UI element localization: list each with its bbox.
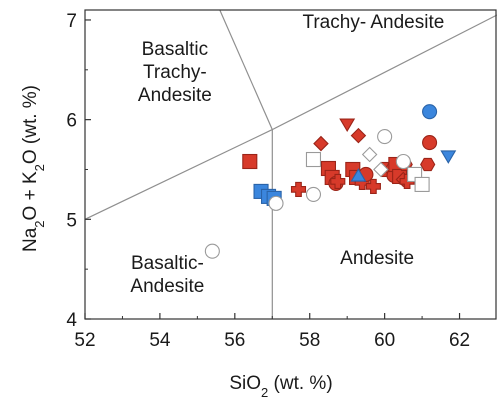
- field-label-line: Basaltic-: [131, 253, 204, 274]
- field-label-line: Andesite: [138, 85, 212, 106]
- y-tick-label: 6: [66, 111, 77, 132]
- data-point-triangle-up: [350, 168, 367, 182]
- data-point-circle: [268, 195, 284, 211]
- x-tick-label: 56: [224, 330, 245, 351]
- y-axis-title-a-sub: 2: [32, 220, 47, 227]
- field-label-line: Basaltic: [142, 39, 209, 60]
- data-point-hexagon: [420, 157, 436, 172]
- y-axis-title-a: Na: [20, 227, 41, 252]
- data-point-diamond: [350, 127, 367, 144]
- plot-frame: [84, 9, 497, 320]
- y-axis-title: Na2O + K2O (wt. %): [20, 85, 47, 252]
- data-point-circle: [422, 104, 438, 120]
- field-label-line: Trachy-: [143, 62, 207, 83]
- field-label-line: Andesite: [130, 276, 204, 297]
- data-point-circle: [204, 243, 220, 259]
- data-point-diamond: [313, 135, 329, 152]
- x-axis-title-sub: 2: [261, 385, 268, 400]
- data-point-cross: [330, 173, 346, 189]
- data-point-triangle-down: [339, 118, 356, 133]
- y-tick-label: 5: [66, 210, 77, 231]
- x-tick-label: 62: [449, 330, 470, 351]
- data-point-square: [414, 176, 430, 192]
- field-label: Andesite: [340, 248, 414, 269]
- x-tick-label: 60: [374, 330, 395, 351]
- data-point-cross: [290, 181, 307, 197]
- data-point-square: [305, 151, 322, 168]
- data-point-cross: [365, 178, 381, 194]
- series-2: [204, 129, 430, 259]
- x-tick-label: 54: [149, 330, 171, 351]
- data-points: [204, 104, 457, 259]
- field-label-line: Andesite: [340, 248, 414, 269]
- field-boundaries: [85, 10, 497, 319]
- data-point-triangle-down: [440, 150, 457, 164]
- x-axis-title-main: SiO: [229, 373, 261, 394]
- data-point-circle: [377, 129, 393, 145]
- x-axis-title: SiO2 (wt. %): [229, 373, 332, 400]
- y-axis-title-b-sub: 2: [32, 164, 47, 171]
- data-point-diamond: [361, 146, 378, 163]
- x-tick-label: 58: [299, 330, 320, 351]
- field-label: Basaltic-Andesite: [130, 253, 204, 297]
- x-axis-title-rest: (wt. %): [268, 373, 332, 394]
- field-label: Trachy- Andesite: [302, 12, 444, 33]
- x-tick-label: 52: [74, 330, 95, 351]
- field-boundary-2: [219, 10, 273, 130]
- y-axis-title-b: O + K: [20, 171, 41, 220]
- field-label-line: Trachy- Andesite: [302, 12, 444, 33]
- y-tick-label: 4: [66, 310, 77, 331]
- data-point-diamond: [373, 161, 389, 178]
- data-point-square: [242, 153, 258, 170]
- y-tick-label: 7: [66, 11, 77, 32]
- field-label: Basaltic Trachy-Andesite: [138, 39, 212, 106]
- data-point-circle: [422, 135, 438, 151]
- data-point-circle: [305, 186, 322, 202]
- y-axis-title-c: O (wt. %): [20, 85, 41, 164]
- data-point-circle: [395, 153, 411, 170]
